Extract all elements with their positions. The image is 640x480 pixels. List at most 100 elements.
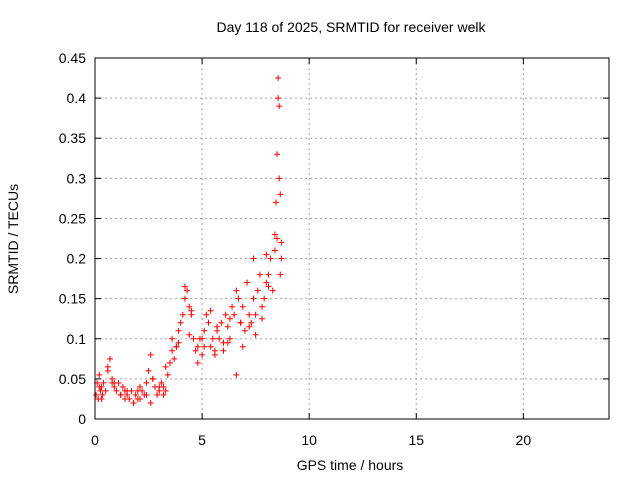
data-point — [211, 351, 218, 358]
data-point — [274, 151, 281, 158]
data-point — [229, 303, 236, 310]
data-point — [134, 387, 141, 394]
data-point — [121, 395, 128, 402]
data-point — [143, 391, 150, 398]
data-point — [158, 379, 165, 386]
data-point — [246, 323, 253, 330]
data-point — [271, 247, 278, 254]
data-point — [136, 383, 143, 390]
chart-title: Day 118 of 2025, SRMTID for receiver wel… — [217, 19, 487, 35]
data-point — [259, 303, 266, 310]
data-point — [277, 271, 284, 278]
grid-lines — [95, 58, 609, 419]
data-point — [136, 395, 143, 402]
data-point — [147, 351, 154, 358]
data-point — [244, 279, 251, 286]
data-point — [160, 391, 167, 398]
data-point — [269, 287, 276, 294]
data-point — [246, 311, 253, 318]
data-point — [100, 379, 107, 386]
data-point — [218, 319, 225, 326]
y-tick-label: 0.35 — [59, 130, 86, 146]
data-point — [277, 191, 284, 198]
data-point — [278, 255, 285, 262]
data-point — [205, 319, 212, 326]
data-point — [149, 375, 156, 382]
plot-frame — [94, 57, 610, 420]
data-point — [147, 399, 154, 406]
y-tick-label: 0.4 — [67, 90, 87, 106]
data-point — [166, 359, 173, 366]
data-point — [222, 311, 229, 318]
data-point — [252, 311, 259, 318]
data-point — [169, 347, 176, 354]
data-point — [154, 391, 161, 398]
data-point — [143, 379, 150, 386]
data-point — [233, 371, 240, 378]
data-point — [102, 387, 109, 394]
data-point — [164, 371, 171, 378]
data-point — [162, 387, 169, 394]
data-point — [145, 367, 152, 374]
data-point — [276, 175, 283, 182]
y-tick-label: 0.2 — [67, 251, 87, 267]
data-point — [231, 311, 238, 318]
data-point — [252, 331, 259, 338]
data-point — [278, 239, 285, 246]
data-point — [207, 343, 214, 350]
data-point — [226, 335, 233, 342]
data-point — [274, 235, 281, 242]
data-point — [207, 307, 214, 314]
data-point — [263, 251, 270, 258]
data-point — [188, 307, 195, 314]
data-point — [156, 383, 163, 390]
data-point — [119, 383, 126, 390]
data-point — [214, 323, 221, 330]
data-point — [190, 335, 197, 342]
data-point — [109, 379, 116, 386]
data-point — [220, 347, 227, 354]
data-point — [175, 327, 182, 334]
data-point — [179, 311, 186, 318]
data-point — [106, 355, 113, 362]
data-point — [104, 367, 111, 374]
x-axis-label: GPS time / hours — [297, 457, 404, 473]
data-point — [186, 303, 193, 310]
data-point — [181, 283, 188, 290]
data-point — [132, 391, 139, 398]
x-tick-labels: 0 5 10 15 20 — [91, 432, 531, 448]
data-point — [181, 295, 188, 302]
data-point — [235, 295, 242, 302]
data-point — [199, 351, 206, 358]
data-point — [224, 323, 231, 330]
data-point — [171, 355, 178, 362]
data-point — [162, 363, 169, 370]
data-point — [192, 347, 199, 354]
data-point — [203, 311, 210, 318]
y-tick-label: 0.05 — [59, 371, 86, 387]
x-tick-label: 10 — [301, 432, 317, 448]
data-point — [241, 327, 248, 334]
x-tick-label: 20 — [516, 432, 532, 448]
data-point — [265, 283, 272, 290]
data-point — [194, 343, 201, 350]
data-point — [130, 399, 137, 406]
data-point — [173, 343, 180, 350]
x-tick-label: 15 — [408, 432, 424, 448]
data-point — [254, 287, 261, 294]
data-point — [201, 343, 208, 350]
data-point — [263, 279, 270, 286]
data-point — [124, 387, 131, 394]
data-point — [267, 255, 274, 262]
data-point — [96, 371, 103, 378]
data-point — [237, 319, 244, 326]
data-point — [256, 271, 263, 278]
data-point — [186, 331, 193, 338]
data-point — [275, 95, 282, 102]
y-axis-label: SRMTID / TECUs — [5, 184, 21, 294]
data-point — [98, 395, 105, 402]
data-point — [96, 383, 103, 390]
y-tick-label: 0.25 — [59, 210, 86, 226]
data-point — [97, 387, 104, 394]
